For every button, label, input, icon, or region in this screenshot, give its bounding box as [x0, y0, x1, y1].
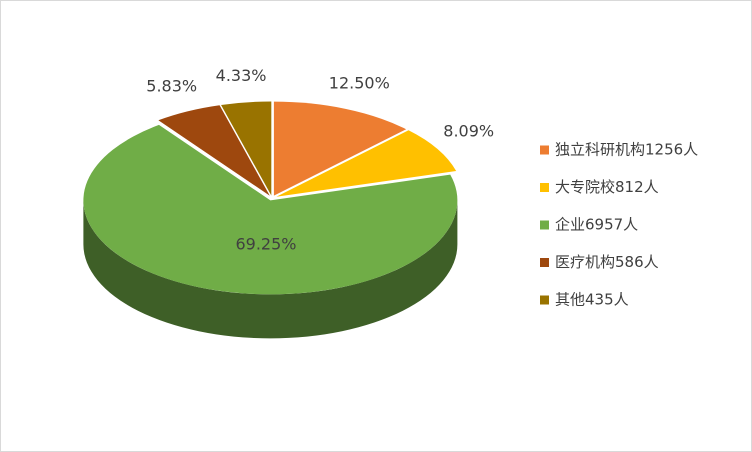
slice — [158, 105, 270, 196]
legend-swatch — [540, 258, 549, 267]
legend-label: 企业6957人 — [555, 216, 638, 234]
data-label: 8.09% — [443, 121, 494, 140]
data-label: 69.25% — [235, 234, 296, 253]
slice — [83, 124, 458, 295]
slice-side — [83, 200, 458, 339]
pie-sides — [83, 200, 458, 339]
legend-label: 大专院校812人 — [555, 178, 659, 196]
legend-swatch — [540, 145, 549, 155]
legend-label: 独立科研机构1256人 — [555, 141, 698, 159]
legend-swatch — [540, 295, 549, 305]
data-label: 5.83% — [146, 76, 197, 95]
legend-swatch — [540, 220, 549, 230]
data-labels: 12.50% 8.09% 69.25% 5.83% 4.33% — [146, 66, 494, 254]
slice — [273, 101, 407, 196]
legend-label: 其他435人 — [555, 291, 629, 309]
legend-label: 医疗机构586人 — [555, 253, 659, 271]
data-label: 4.33% — [216, 66, 267, 85]
slice — [221, 101, 272, 196]
slice — [276, 130, 457, 197]
pie-tops — [83, 101, 458, 295]
legend-swatch — [540, 183, 549, 192]
data-label: 12.50% — [329, 74, 390, 93]
